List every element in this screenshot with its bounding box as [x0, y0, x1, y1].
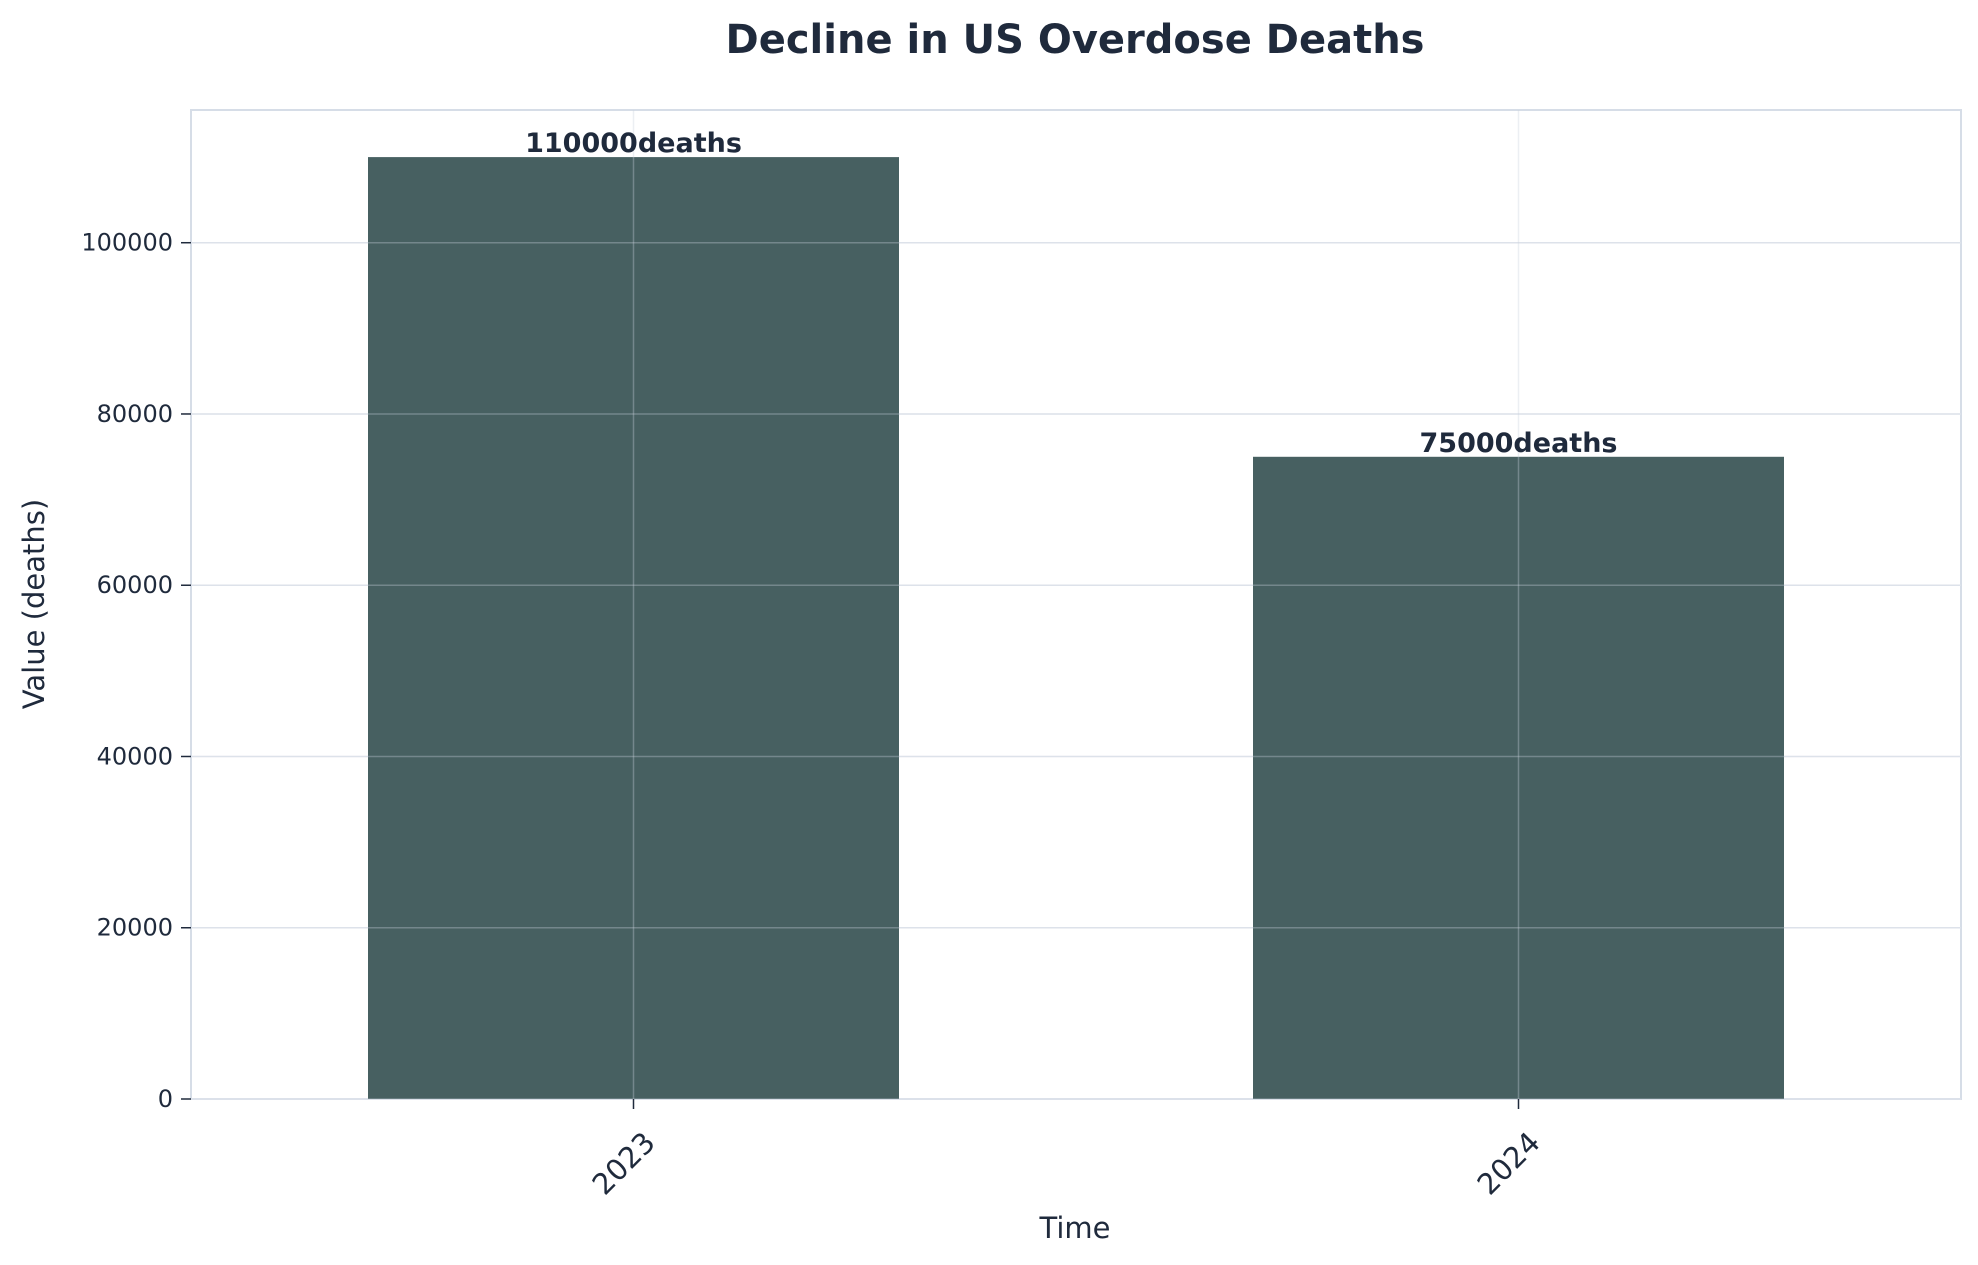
- y-tick-label: 40000: [97, 742, 173, 770]
- y-tick-label: 20000: [97, 914, 173, 942]
- bar-2024: [1253, 456, 1784, 1099]
- y-tick-label: 0: [158, 1085, 173, 1113]
- y-axis-label: Value (deaths): [17, 499, 51, 709]
- y-tick-label: 80000: [97, 400, 173, 428]
- data-label: 75000deaths: [1420, 428, 1618, 459]
- x-tick-label: 2024: [1470, 1125, 1546, 1201]
- bar-2023: [368, 157, 899, 1100]
- x-tick-label: 2023: [585, 1125, 661, 1201]
- data-labels: 110000deaths 75000deaths: [525, 128, 1617, 459]
- x-axis-label: Time: [1039, 1211, 1111, 1245]
- x-axis-ticks: 2023 2024: [585, 1099, 1547, 1201]
- y-axis-ticks: 0 20000 40000 60000 80000 100000: [81, 229, 191, 1113]
- vertical-gridlines: [191, 110, 1961, 1100]
- chart-title: Decline in US Overdose Deaths: [726, 17, 1425, 63]
- bars: [368, 157, 1784, 1100]
- y-tick-label: 100000: [81, 229, 173, 257]
- data-label: 110000deaths: [525, 128, 742, 159]
- y-tick-label: 60000: [97, 571, 173, 599]
